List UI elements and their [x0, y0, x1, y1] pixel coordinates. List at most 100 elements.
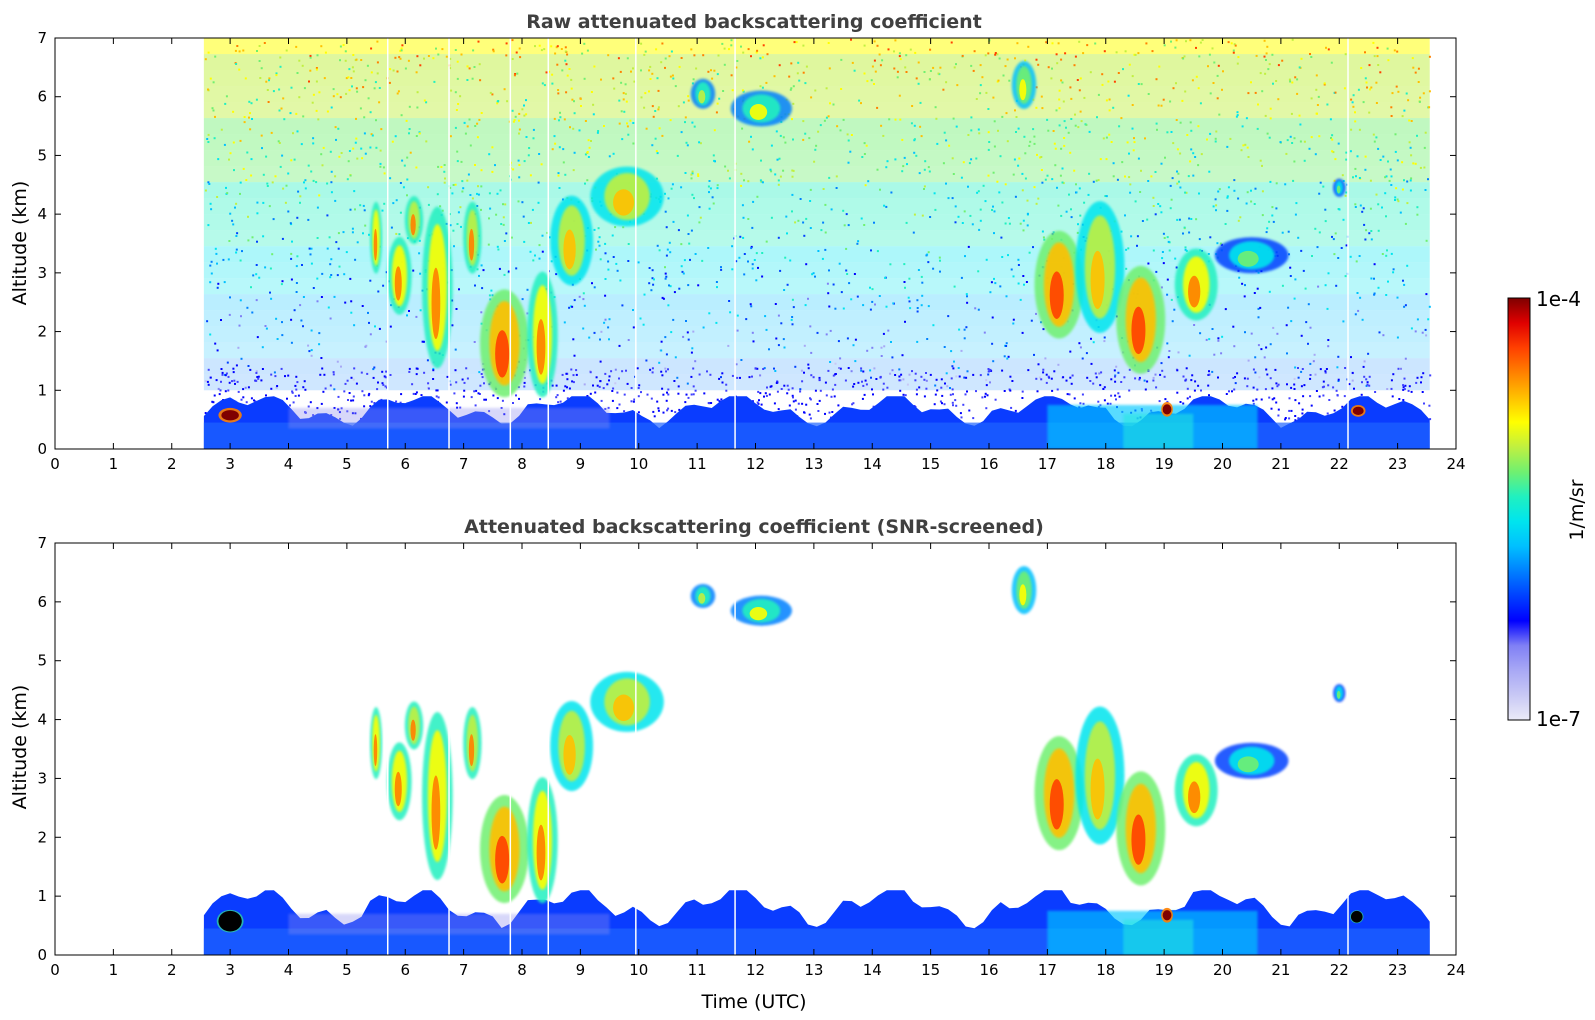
y-tick-label: 2 — [37, 323, 47, 341]
cloud-peak — [410, 214, 416, 236]
x-tick-label: 22 — [1330, 961, 1349, 979]
cloud-peak — [1131, 306, 1146, 355]
y-tick-label: 1 — [37, 887, 47, 905]
x-tick-label: 22 — [1330, 455, 1349, 473]
cloud-peak — [1019, 584, 1027, 606]
y-tick-label: 4 — [37, 711, 47, 729]
hotspot-core — [1162, 404, 1172, 415]
colorbar-min-label: 1e-7 — [1536, 707, 1581, 731]
x-tick-label: 18 — [1096, 455, 1115, 473]
y-tick-label: 5 — [37, 652, 47, 670]
cloud-peak — [1237, 756, 1259, 773]
x-tick-label: 9 — [576, 961, 586, 979]
x-tick-label: 1 — [109, 455, 119, 473]
x-axis-label: Time (UTC) — [700, 991, 806, 1013]
y-tick-label: 0 — [37, 946, 47, 964]
panel-raw-title: Raw attenuated backscattering coefficien… — [526, 11, 982, 33]
x-tick-label: 19 — [1155, 455, 1174, 473]
x-tick-label: 12 — [746, 455, 765, 473]
cloud-peak — [1188, 275, 1201, 308]
panel-screened-title: Attenuated backscattering coefficient (S… — [464, 516, 1044, 538]
x-tick-label: 21 — [1271, 961, 1290, 979]
cloud-peak — [1131, 814, 1146, 865]
cloud-peak — [749, 104, 768, 120]
cloud-peak — [1019, 79, 1027, 101]
x-axis-ticks: 0 1 2 3 4 5 6 7 8 9 10 11 12 13 14 15 16 17 18 19 20 21 22 23 24 — [50, 543, 1466, 979]
x-tick-label: 10 — [629, 455, 648, 473]
x-tick-label: 4 — [284, 961, 294, 979]
x-tick-label: 23 — [1388, 961, 1407, 979]
cloud-peak — [613, 189, 635, 216]
cloud-peak — [749, 607, 768, 621]
hotspot-core — [1162, 910, 1172, 921]
colorbar-max-label: 1e-4 — [1536, 287, 1581, 311]
x-tick-label: 0 — [50, 961, 60, 979]
x-tick-label: 17 — [1038, 455, 1057, 473]
x-tick-label: 19 — [1155, 961, 1174, 979]
y-tick-label: 2 — [37, 828, 47, 846]
cloud-peak — [698, 90, 706, 104]
panel-raw-ylabel: Altitude (km) — [9, 181, 31, 306]
x-tick-label: 2 — [167, 961, 177, 979]
cloud-peak — [1336, 690, 1341, 699]
x-tick-label: 7 — [459, 455, 469, 473]
x-tick-label: 24 — [1446, 961, 1465, 979]
colorbar-scale — [1507, 297, 1531, 721]
x-tick-label: 16 — [979, 961, 998, 979]
cloud-peak — [468, 228, 475, 261]
black-patch — [218, 910, 242, 932]
x-tick-label: 15 — [921, 961, 940, 979]
boundary-layer-bright — [1123, 919, 1194, 955]
panel-screened-ylabel: Altitude (km) — [9, 685, 31, 810]
x-tick-label: 1 — [109, 961, 119, 979]
cloud-peak — [1049, 779, 1064, 830]
cloud-peak — [563, 229, 576, 270]
x-tick-label: 17 — [1038, 961, 1057, 979]
x-tick-label: 23 — [1388, 455, 1407, 473]
cloud-peak — [495, 330, 510, 378]
x-tick-label: 8 — [517, 455, 527, 473]
x-tick-label: 11 — [688, 961, 707, 979]
cloud-peak — [536, 824, 546, 881]
cloud-peak — [431, 775, 441, 850]
x-tick-label: 12 — [746, 961, 765, 979]
x-tick-label: 10 — [629, 961, 648, 979]
x-tick-label: 0 — [50, 455, 60, 473]
y-tick-label: 6 — [37, 593, 47, 611]
x-tick-label: 20 — [1213, 961, 1232, 979]
y-tick-label: 5 — [37, 146, 47, 164]
cloud-peak — [431, 267, 441, 340]
data-gaps — [386, 38, 1349, 449]
x-tick-label: 8 — [517, 961, 527, 979]
cloud-features — [218, 61, 1366, 423]
y-axis-ticks: 0 1 2 3 4 5 6 7 — [37, 29, 1456, 458]
cloud-peak — [613, 694, 635, 722]
y-tick-label: 4 — [37, 205, 47, 223]
cloud-peak — [1336, 185, 1341, 194]
x-tick-label: 2 — [167, 455, 177, 473]
cloud-peak — [698, 593, 706, 604]
colorbar: 1e-4 1e-7 1/m/sr — [1507, 287, 1588, 731]
x-tick-label: 5 — [342, 961, 352, 979]
panel-raw: Raw attenuated backscattering coefficien… — [9, 11, 1466, 473]
y-tick-label: 0 — [37, 440, 47, 458]
y-tick-label: 3 — [37, 264, 47, 282]
cloud-peak — [495, 835, 510, 884]
x-tick-label: 14 — [863, 455, 882, 473]
cloud-peak — [1237, 250, 1259, 267]
x-tick-label: 16 — [979, 455, 998, 473]
y-tick-label: 1 — [37, 381, 47, 399]
x-tick-label: 24 — [1446, 455, 1465, 473]
x-tick-label: 4 — [284, 455, 294, 473]
x-axis-ticks: 0 1 2 3 4 5 6 7 8 9 10 11 12 13 14 15 16 17 18 19 20 21 22 23 24 — [50, 38, 1466, 473]
colorbar-unit-label: 1/m/sr — [1566, 479, 1588, 540]
cloud-peak — [410, 719, 416, 741]
panel-screened-plot: 0 1 2 3 4 5 6 7 8 9 10 11 12 13 14 15 16 17 18 19 20 21 22 23 24… — [37, 534, 1465, 979]
x-tick-label: 6 — [400, 961, 410, 979]
x-tick-label: 3 — [225, 961, 235, 979]
x-tick-label: 15 — [921, 455, 940, 473]
x-tick-label: 7 — [459, 961, 469, 979]
x-tick-label: 13 — [804, 455, 823, 473]
y-tick-label: 7 — [37, 534, 47, 552]
y-tick-label: 6 — [37, 88, 47, 106]
